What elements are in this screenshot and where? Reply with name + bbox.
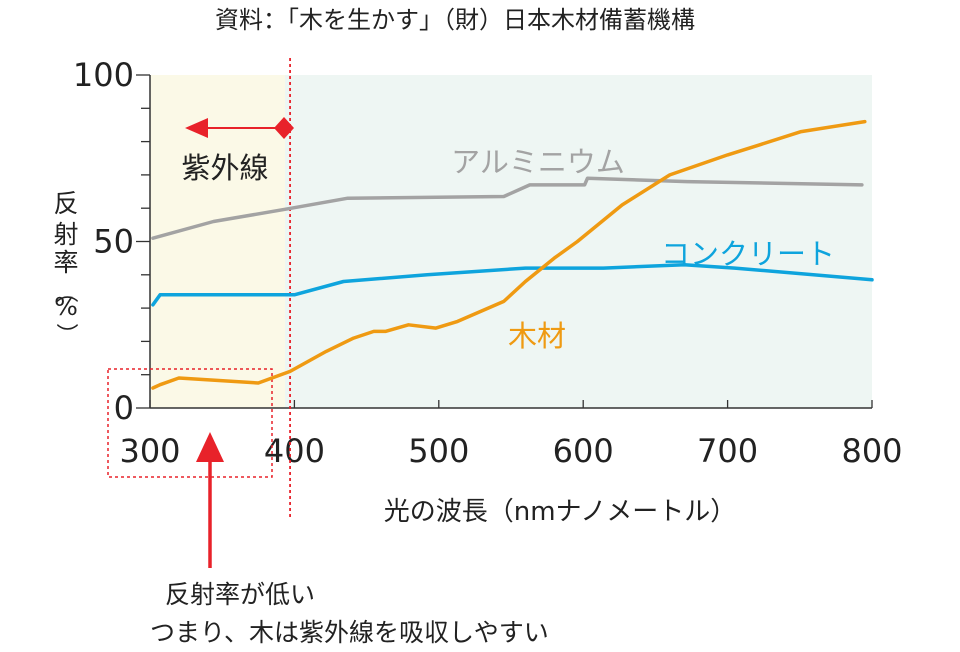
y-axis-label-char: 射 <box>53 220 78 249</box>
series-line-0 <box>151 176 864 240</box>
axes: 0 50 100 300 400 500 600 700 800 <box>73 56 903 470</box>
uv-range-arrow <box>185 117 294 139</box>
y-tick-label: 100 <box>73 56 134 94</box>
low-reflectance-highlight-box <box>107 368 273 478</box>
y-tick-label: 50 <box>93 223 134 261</box>
uv-label: 紫外線 <box>181 151 268 185</box>
x-axis-label: 光の波長（nmナノメートル） <box>384 497 737 527</box>
note-pointer-arrow <box>196 432 224 568</box>
y-axis-label: 反射率 （%） <box>53 189 79 345</box>
x-tick-label: 300 <box>119 432 180 470</box>
y-axis-label-char: （ <box>53 281 78 303</box>
source-credit: 資料：「木を生かす」（財）日本木材備蓄機構 <box>215 6 695 34</box>
y-axis-label-char: 率 <box>53 248 78 277</box>
series-line-1 <box>151 263 874 307</box>
series-group <box>151 119 874 390</box>
y-tick-label: 0 <box>114 389 134 427</box>
y-axis-label-char: ） <box>53 323 78 345</box>
series-label-1: コンクリート <box>661 237 835 271</box>
series-label-0: アルミニウム <box>451 145 625 179</box>
note-line-2: つまり、木は紫外線を吸収しやすい <box>150 618 549 647</box>
x-tick-label: 400 <box>264 432 325 470</box>
x-tick-label: 600 <box>553 432 614 470</box>
x-tick-label: 800 <box>841 432 902 470</box>
uv-region-background <box>150 75 285 408</box>
y-axis-label-char: % <box>54 292 78 321</box>
x-tick-label: 700 <box>697 432 758 470</box>
note-line-1: 反射率が低い <box>165 580 315 609</box>
series-label-2: 木材 <box>508 319 566 353</box>
x-tick-label: 500 <box>408 432 469 470</box>
y-axis-label-char: 反 <box>53 189 78 218</box>
series-line-2 <box>151 119 867 390</box>
